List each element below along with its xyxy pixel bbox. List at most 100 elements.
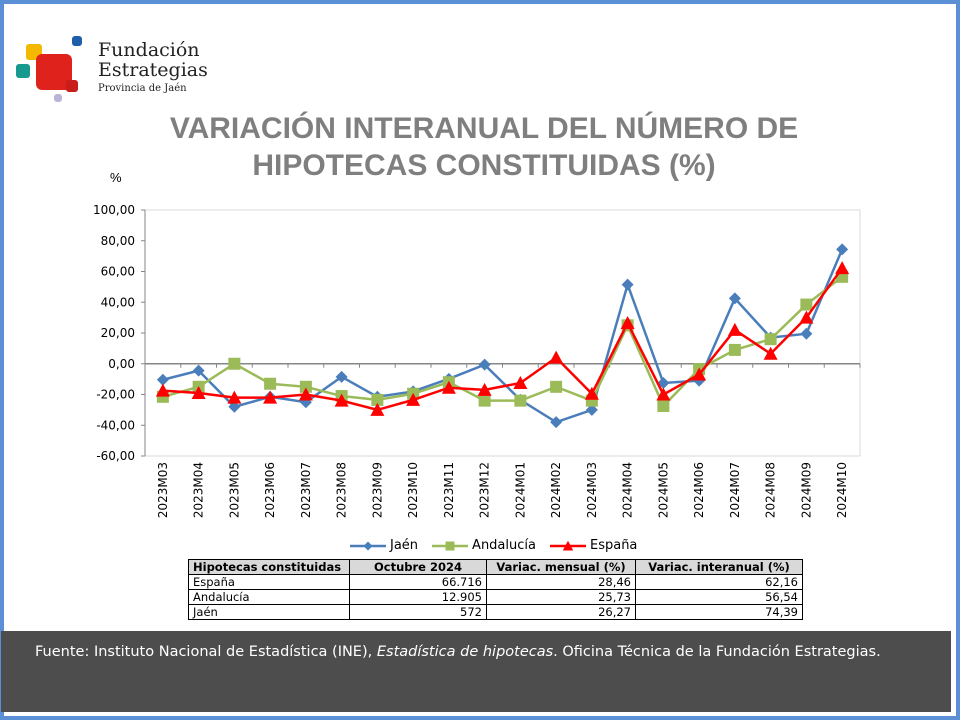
- y-tick-label: 20,00: [101, 326, 135, 340]
- legend-label: Andalucía: [472, 538, 536, 553]
- x-tick-label: 2023M11: [442, 462, 456, 518]
- x-tick-label: 2024M05: [656, 462, 670, 518]
- data-point: [406, 392, 421, 406]
- data-point: [227, 390, 242, 404]
- data-point: [728, 292, 741, 305]
- y-tick-label: -40,00: [96, 418, 135, 432]
- line-chart: 100,00 80,00 60,00 40,00 20,00 0,00 -20,00 -40,…: [93, 203, 861, 518]
- data-point: [441, 380, 456, 394]
- data-point: [370, 402, 385, 416]
- table-cell: 572: [349, 604, 487, 620]
- table-cell: 12.905: [349, 589, 487, 605]
- table-cell: 74,39: [635, 604, 803, 620]
- data-point: [513, 375, 528, 389]
- data-point: [478, 358, 491, 371]
- legend-marker: [432, 541, 469, 550]
- data-point: [550, 416, 563, 429]
- x-tick-label: 2023M05: [227, 462, 241, 518]
- y-tick-label: 0,00: [108, 357, 135, 371]
- y-tick-label: 40,00: [101, 295, 135, 309]
- series-line-espana: [162, 267, 844, 412]
- logo-name: Fundación Estrategias: [98, 39, 208, 81]
- x-tick-label: 2024M06: [692, 462, 706, 518]
- y-tick-label: -20,00: [96, 388, 135, 402]
- data-point: [800, 298, 813, 311]
- table-cell: 66.716: [349, 574, 487, 590]
- table-row: Jaén 572 26,27 74,39: [188, 604, 803, 620]
- table-cell: 56,54: [635, 589, 803, 605]
- data-point: [621, 278, 634, 291]
- x-tick-label: 2023M08: [335, 462, 349, 518]
- x-tick-label: 2024M01: [513, 462, 527, 518]
- data-point: [299, 380, 312, 393]
- data-point: [656, 387, 671, 401]
- table-cell: 62,16: [635, 574, 803, 590]
- data-point: [478, 394, 491, 407]
- data-point: [155, 383, 170, 397]
- table-cell: Andalucía: [188, 589, 350, 605]
- legend-label: España: [589, 538, 638, 553]
- x-tick-label: 2023M10: [406, 462, 420, 518]
- data-point: [620, 316, 635, 330]
- data-point: [550, 380, 563, 393]
- data-point: [477, 382, 492, 396]
- logo-subtitle: Provincia de Jaén: [98, 83, 187, 94]
- data-point: [334, 393, 349, 407]
- legend: Jaén Andalucía España: [350, 538, 637, 553]
- legend-marker: [549, 540, 586, 550]
- legend-item: Andalucía: [432, 538, 536, 553]
- data-point: [763, 346, 778, 360]
- y-tick-label: 60,00: [101, 265, 135, 279]
- data-point: [585, 403, 598, 416]
- x-tick-label: 2023M09: [370, 462, 384, 518]
- x-tick-label: 2023M07: [299, 462, 313, 518]
- x-tick-label: 2023M03: [156, 462, 170, 518]
- data-point: [657, 400, 670, 413]
- data-point: [514, 394, 527, 407]
- data-point: [335, 370, 348, 383]
- data-point: [764, 333, 777, 346]
- legend-item: España: [549, 538, 638, 553]
- source-footer: Fuente: Instituto Nacional de Estadístic…: [1, 631, 951, 712]
- x-tick-label: 2023M04: [192, 462, 206, 518]
- x-tick-label: 2024M09: [799, 462, 813, 518]
- legend-marker: [350, 541, 386, 550]
- data-point: [549, 350, 564, 364]
- table-row: Andalucía 12.905 25,73 56,54: [188, 589, 803, 605]
- legend-label: Jaén: [390, 538, 419, 553]
- data-point: [371, 393, 384, 406]
- data-point: [228, 357, 241, 370]
- legend-symbol: [562, 540, 574, 550]
- x-tick-label: 2023M06: [263, 462, 277, 518]
- x-tick-label: 2024M04: [621, 462, 635, 518]
- logo: Fundación Estrategias Provincia de Jaén: [12, 34, 212, 109]
- data-point: [836, 243, 849, 256]
- table-row: España 66.716 28,46 62,16: [188, 574, 803, 590]
- legend-symbol: [363, 541, 373, 550]
- summary-table: Hipotecas constituidas Octubre 2024 Vari…: [188, 559, 803, 620]
- data-point: [191, 385, 206, 399]
- table-cell: 26,27: [486, 604, 636, 620]
- data-point: [800, 327, 813, 340]
- data-point: [799, 310, 814, 324]
- table-header: Variac. mensual (%): [486, 559, 636, 575]
- table-header-row: Hipotecas constituidas Octubre 2024 Vari…: [188, 559, 803, 575]
- data-point: [156, 373, 169, 386]
- x-tick-label: 2024M10: [835, 462, 849, 518]
- x-tick-label: 2024M03: [585, 462, 599, 518]
- legend-symbol: [445, 541, 455, 550]
- table-header: Variac. interanual (%): [635, 559, 803, 575]
- data-point: [584, 386, 599, 400]
- table-cell: Jaén: [188, 604, 350, 620]
- table-header: Hipotecas constituidas: [188, 559, 350, 575]
- x-tick-label: 2023M12: [478, 462, 492, 518]
- x-tick-label: 2024M08: [764, 462, 778, 518]
- data-point: [728, 343, 741, 356]
- y-axis-unit: %: [110, 170, 122, 185]
- data-point: [228, 400, 241, 413]
- series-espana: [155, 261, 850, 416]
- plot-area: [144, 209, 861, 457]
- data-point: [835, 261, 850, 275]
- table-header: Octubre 2024: [349, 559, 487, 575]
- data-point: [692, 367, 707, 381]
